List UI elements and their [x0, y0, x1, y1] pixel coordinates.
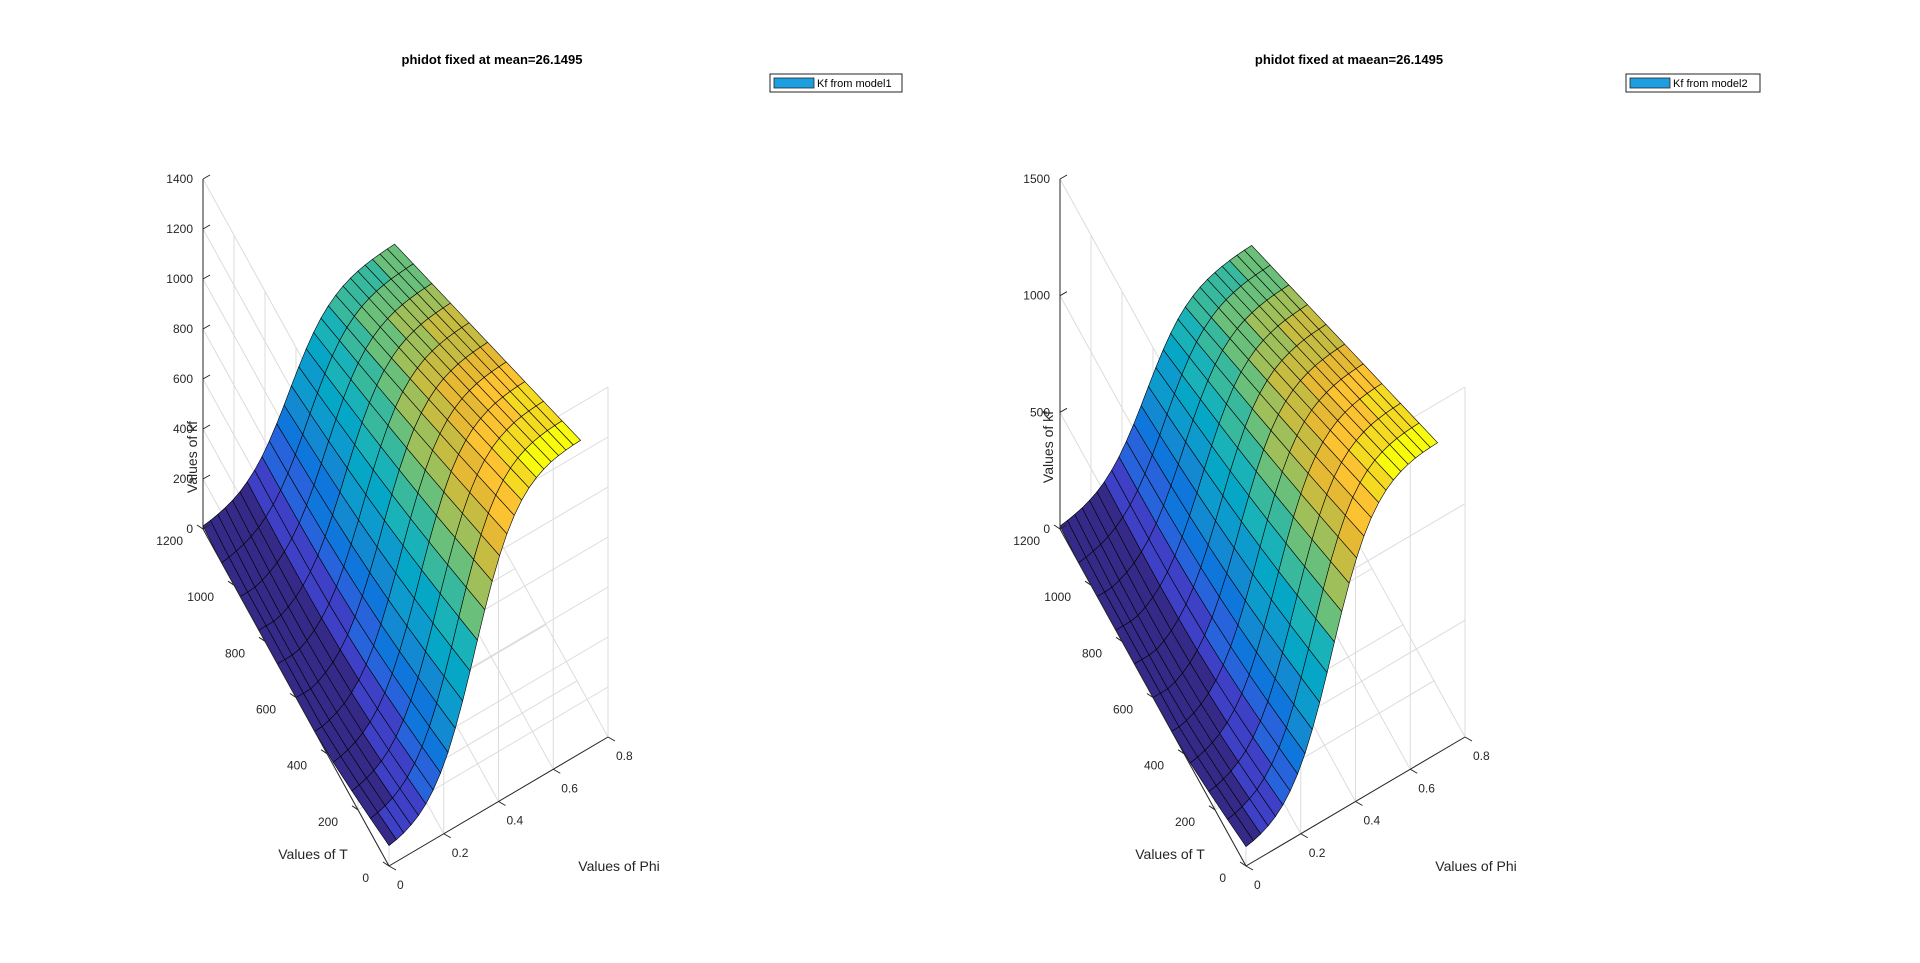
x-tick: [1355, 801, 1363, 806]
y-tick-label: 800: [1082, 646, 1102, 660]
x-tick-label: 0.2: [452, 846, 469, 860]
x-tick: [607, 736, 616, 742]
chart-title: phidot fixed at maean=26.1495: [1255, 52, 1443, 67]
z-axis-label: Values of kf: [184, 421, 200, 493]
y-tick-label: 0: [1219, 871, 1226, 885]
chart-title: phidot fixed at mean=26.1495: [402, 52, 583, 67]
y-tick: [289, 693, 297, 698]
z-tick: [202, 224, 211, 230]
z-tick: [1059, 524, 1068, 530]
surface-plot: [202, 243, 582, 847]
y-tick-label: 400: [287, 759, 307, 773]
y-tick: [382, 861, 390, 867]
legend-label: Kf from model2: [1673, 78, 1748, 90]
y-tick: [320, 749, 328, 755]
x-tick-label: 0: [397, 878, 404, 892]
x-tick-label: 0: [1254, 878, 1261, 892]
z-tick-label: 1000: [166, 272, 193, 286]
x-axis-label: Values of Phi: [1435, 858, 1516, 874]
x-tick: [553, 768, 561, 774]
x-tick-label: 0.8: [616, 749, 633, 763]
y-tick: [196, 524, 204, 530]
y-tick: [258, 636, 266, 642]
subplot-model2: 05001000150002004006008001000120000.20.4…: [1013, 52, 1761, 892]
y-tick-label: 800: [225, 646, 245, 660]
z-tick-label: 500: [1030, 405, 1050, 419]
z-axis-label: Values of kf: [1040, 411, 1056, 483]
z-tick: [202, 324, 211, 330]
z-tick: [202, 524, 211, 530]
z-tick-label: 1500: [1023, 172, 1050, 186]
z-tick-label: 0: [1043, 522, 1050, 536]
y-tick: [1177, 749, 1185, 755]
legend-swatch: [773, 77, 815, 89]
x-tick: [1245, 865, 1254, 871]
y-tick: [227, 580, 235, 586]
y-tick: [1115, 636, 1123, 642]
surface-face: [202, 520, 230, 564]
x-tick: [498, 801, 506, 806]
legend: Kf from model1: [769, 73, 903, 93]
z-tick: [202, 274, 211, 280]
z-tick: [1059, 291, 1068, 297]
y-tick-label: 200: [318, 815, 338, 829]
surface-face: [1059, 520, 1087, 564]
x-tick: [388, 865, 397, 871]
subplot-model1: 0 200 400 600 800 1000 1200 1400 0 200 400 600 800 10…: [156, 52, 903, 892]
y-tick-label: 1200: [1013, 534, 1040, 548]
y-tick: [351, 805, 359, 811]
z-tick: [202, 374, 211, 380]
x-tick: [1300, 833, 1308, 839]
y-axis-label: Values of T: [1135, 846, 1205, 862]
legend-swatch: [1629, 77, 1671, 89]
z-tick: [202, 174, 211, 180]
y-tick-label: 1000: [187, 590, 214, 604]
tick-labels: 05001000150002004006008001000120000.20.4…: [1013, 172, 1490, 892]
legend-label: Kf from model1: [817, 78, 892, 90]
x-tick-label: 0.2: [1309, 846, 1326, 860]
z-tick-label: 800: [173, 322, 193, 336]
y-tick-label: 1000: [1044, 590, 1071, 604]
x-tick-label: 0.4: [1364, 814, 1381, 828]
y-tick-label: 200: [1175, 815, 1195, 829]
z-tick: [202, 424, 211, 430]
x-tick-label: 0.6: [561, 781, 578, 795]
x-tick-label: 0.8: [1473, 749, 1490, 763]
tick-labels: 0 200 400 600 800 1000 1200 1400 0 200 400 600 800 10…: [156, 172, 633, 892]
z-tick-label: 600: [173, 372, 193, 386]
z-tick-label: 200: [173, 472, 193, 486]
y-tick-label: 400: [1144, 759, 1164, 773]
y-tick-label: 0: [362, 871, 369, 885]
x-tick-label: 0.4: [507, 814, 524, 828]
y-axis-label: Values of T: [278, 846, 348, 862]
x-tick-label: 0.6: [1418, 781, 1435, 795]
z-tick-label: 1400: [166, 172, 193, 186]
z-tick: [1059, 407, 1068, 413]
z-tick: [1059, 174, 1068, 180]
y-tick: [1208, 805, 1216, 811]
z-tick-label: 400: [173, 422, 193, 436]
y-tick-label: 1200: [156, 534, 183, 548]
y-tick-label: 600: [1113, 703, 1133, 717]
y-tick: [1053, 524, 1061, 530]
z-tick-label: 1200: [166, 222, 193, 236]
x-tick: [1410, 768, 1418, 774]
z-tick-label: 1000: [1023, 289, 1050, 303]
x-tick: [443, 833, 451, 839]
surface-plot: [1059, 245, 1439, 848]
x-tick: [1464, 736, 1473, 742]
y-tick: [1084, 580, 1092, 586]
y-tick: [1239, 861, 1247, 867]
z-tick: [202, 474, 211, 480]
legend: Kf from model2: [1625, 73, 1761, 93]
z-tick-label: 0: [186, 522, 193, 536]
x-axis-label: Values of Phi: [578, 858, 659, 874]
y-tick: [1146, 693, 1154, 698]
y-tick-label: 600: [256, 703, 276, 717]
